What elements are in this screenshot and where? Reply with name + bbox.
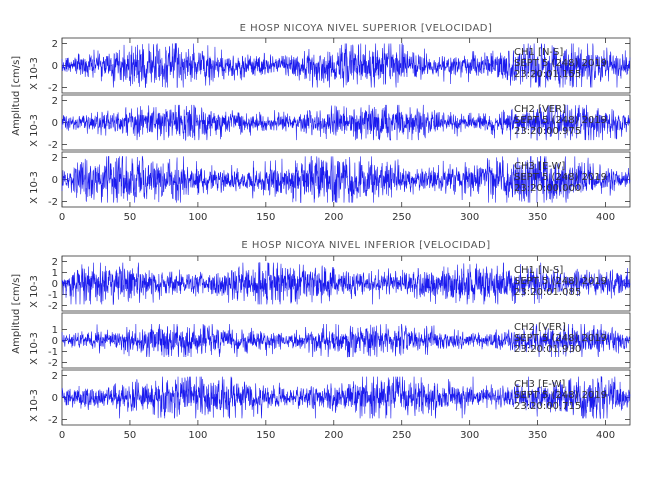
- y-tick-label: 0: [52, 393, 58, 404]
- trace-panel-1: 210-1-2 X 10-3 CH1 [N-S]SEPT 5 (248) 20192…: [29, 255, 631, 312]
- y-tick-label: 2: [52, 96, 58, 107]
- x-tick-label: 50: [124, 212, 137, 223]
- y-multiplier-label: X 10-3: [29, 275, 40, 308]
- y-tick-label: 1: [52, 268, 58, 279]
- y-multiplier-label: X 10-3: [29, 389, 40, 422]
- y-multiplier-label: X 10-3: [29, 114, 40, 147]
- x-tick-label: 50: [124, 430, 137, 441]
- x-tick-label: 250: [392, 212, 411, 223]
- trace-annotation-line: 23:20:01.085: [514, 287, 581, 298]
- x-tick-label: 350: [528, 212, 547, 223]
- y-multiplier-label: X 10-3: [29, 171, 40, 204]
- waveform-trace: [61, 323, 631, 358]
- x-tick-label: 0: [59, 430, 65, 441]
- trace-annotation-line: SEPT 5 (248) 2019: [514, 333, 607, 344]
- y-multiplier-label: X 10-3: [29, 57, 40, 90]
- y-tick-label: -2: [48, 301, 58, 312]
- trace-annotation-line: SEPT 5 (248) 2019: [514, 276, 607, 287]
- trace-annotation-line: SEPT 5 (248) 2019: [514, 115, 607, 126]
- y-tick-label: 1: [52, 325, 58, 336]
- trace-annotation-line: 23:20:01.155: [514, 69, 581, 80]
- x-tick-label: 300: [460, 212, 479, 223]
- x-tick-label: 300: [460, 430, 479, 441]
- trace-annotation-line: 23:20:00.715: [514, 401, 581, 412]
- y-tick-label: 0: [52, 336, 58, 347]
- trace-panel-1: 2 0 -2 X 10-3 CH1 [N-S]SEPT 5 (248) 201923:2…: [29, 37, 631, 94]
- trace-annotation-line: CH3 [E-W]: [514, 161, 565, 172]
- trace-annotation-line: 23:20:00.975: [514, 126, 581, 137]
- y-tick-label: 2: [52, 371, 58, 382]
- chart-title: E HOSP NICOYA NIVEL SUPERIOR [VELOCIDAD]: [240, 23, 493, 34]
- y-tick-label: -2: [48, 140, 58, 151]
- x-tick-label: 250: [392, 430, 411, 441]
- trace-annotation-line: CH2 [VER]: [514, 322, 566, 333]
- y-tick-label: -2: [48, 358, 58, 369]
- trace-annotation-line: 23:20:01.930: [514, 344, 581, 355]
- x-tick-label: 200: [324, 430, 343, 441]
- x-tick-label: 400: [596, 430, 615, 441]
- trace-annotation-line: CH1 [N-S]: [514, 47, 563, 58]
- x-tick-label: 400: [596, 212, 615, 223]
- y-tick-label: 0: [52, 61, 58, 72]
- trace-panel-3: 2 0 -2 X 10-3 CH3 [E-W]SEPT 5 (248) 201923:2…: [29, 151, 631, 208]
- waveform-trace: [61, 155, 631, 203]
- waveform-trace: [61, 43, 631, 88]
- x-tick-label: 150: [256, 212, 275, 223]
- trace-annotation-line: SEPT 5 (248) 2019: [514, 172, 607, 183]
- y-tick-label: -2: [48, 415, 58, 426]
- y-tick-label: 2: [52, 39, 58, 50]
- trace-panel-2: 10-1-2 X 10-3 CH2 [VER]SEPT 5 (248) 201923…: [29, 312, 631, 369]
- x-tick-label: 100: [188, 212, 207, 223]
- y-tick-label: 2: [52, 153, 58, 164]
- x-tick-label: 150: [256, 430, 275, 441]
- trace-panel-3: 2 0 -2 X 10-3 CH3 [E-W]SEPT 5 (248) 201923:2…: [29, 369, 631, 426]
- chart-group-2: E HOSP NICOYA NIVEL INFERIOR [VELOCIDAD]…: [11, 240, 631, 441]
- trace-annotation-line: SEPT 5 (248) 2019: [514, 390, 607, 401]
- trace-annotation-line: 23:20:00.000: [514, 183, 581, 194]
- y-tick-label: -1: [48, 347, 58, 358]
- y-tick-label: -2: [48, 83, 58, 94]
- y-tick-label: -1: [48, 290, 58, 301]
- trace-annotation-line: SEPT 5 (248) 2019: [514, 58, 607, 69]
- x-tick-label: 350: [528, 430, 547, 441]
- y-tick-label: 0: [52, 175, 58, 186]
- y-tick-label: 0: [52, 118, 58, 129]
- y-axis-label: Amplitud [cm/s]: [11, 56, 22, 136]
- y-tick-label: 0: [52, 279, 58, 290]
- y-multiplier-label: X 10-3: [29, 332, 40, 365]
- waveform-trace: [61, 104, 631, 142]
- y-tick-label: -2: [48, 197, 58, 208]
- y-tick-label: 2: [52, 257, 58, 268]
- y-axis-label: Amplitud [cm/s]: [11, 274, 22, 354]
- waveform-trace: [61, 376, 631, 419]
- waveform-trace: [61, 262, 631, 305]
- x-tick-label: 0: [59, 212, 65, 223]
- chart-group-1: E HOSP NICOYA NIVEL SUPERIOR [VELOCIDAD]…: [11, 23, 631, 223]
- trace-annotation-line: CH3 [E-W]: [514, 379, 565, 390]
- x-tick-label: 100: [188, 430, 207, 441]
- trace-annotation-line: CH2 [VER]: [514, 104, 566, 115]
- chart-title: E HOSP NICOYA NIVEL INFERIOR [VELOCIDAD]: [241, 240, 490, 251]
- trace-annotation-line: CH1 [N-S]: [514, 265, 563, 276]
- trace-panel-2: 2 0 -2 X 10-3 CH2 [VER]SEPT 5 (248) 201923:2…: [29, 94, 631, 151]
- x-tick-label: 200: [324, 212, 343, 223]
